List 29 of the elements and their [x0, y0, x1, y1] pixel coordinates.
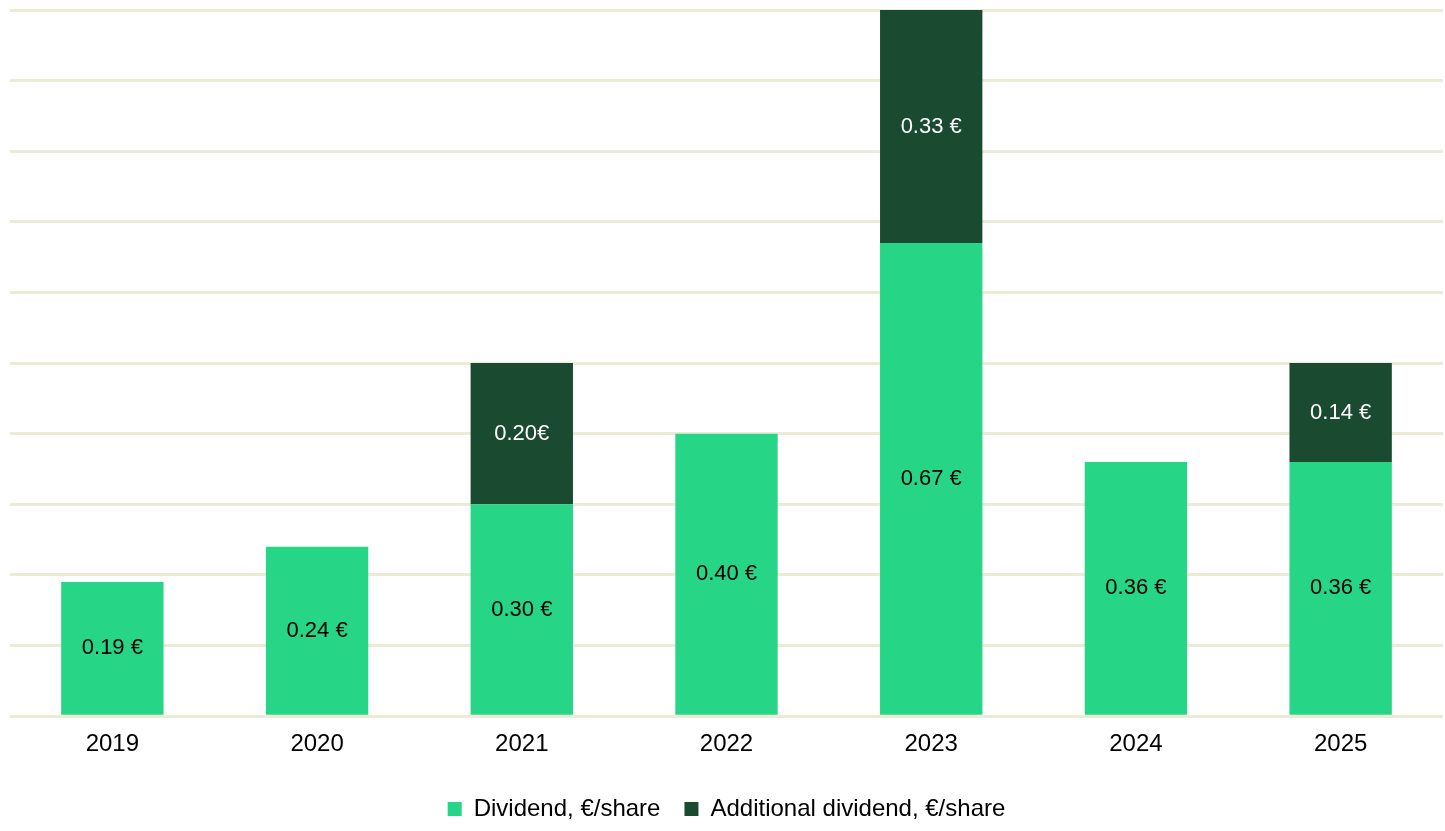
data-label: 0.67 €: [900, 464, 962, 490]
data-label: 0.14 €: [1310, 398, 1372, 424]
data-label: 0.36 €: [1310, 574, 1372, 600]
x-tick-label: 2025: [1313, 729, 1368, 757]
x-tick-label: 2021: [495, 729, 549, 757]
legend-label: Dividend, €/share: [473, 793, 661, 821]
bar: [265, 546, 369, 715]
bar: [470, 504, 573, 715]
x-tick-label: 2024: [1109, 729, 1163, 757]
data-label: 0.20€: [494, 419, 550, 445]
bar: [1289, 461, 1392, 715]
bar: [675, 433, 778, 715]
data-label: 0.40 €: [695, 560, 758, 586]
data-label: 0.30 €: [491, 595, 553, 621]
bar: [61, 582, 164, 715]
data-label: 0.33 €: [900, 112, 962, 138]
x-tick-label: 2019: [85, 729, 140, 757]
bar: [880, 10, 983, 244]
x-tick-label: 2023: [904, 729, 958, 757]
data-label: 0.24 €: [286, 616, 348, 642]
x-tick-label: 2022: [699, 729, 754, 757]
bar: [1289, 363, 1392, 462]
bar: [470, 363, 573, 505]
bar: [880, 243, 983, 715]
data-label: 0.19 €: [81, 634, 143, 660]
x-tick-label: 2020: [290, 729, 344, 757]
data-label: 0.36 €: [1105, 574, 1167, 600]
legend-label: Additional dividend, €/share: [710, 793, 1006, 821]
bar: [1084, 461, 1188, 715]
